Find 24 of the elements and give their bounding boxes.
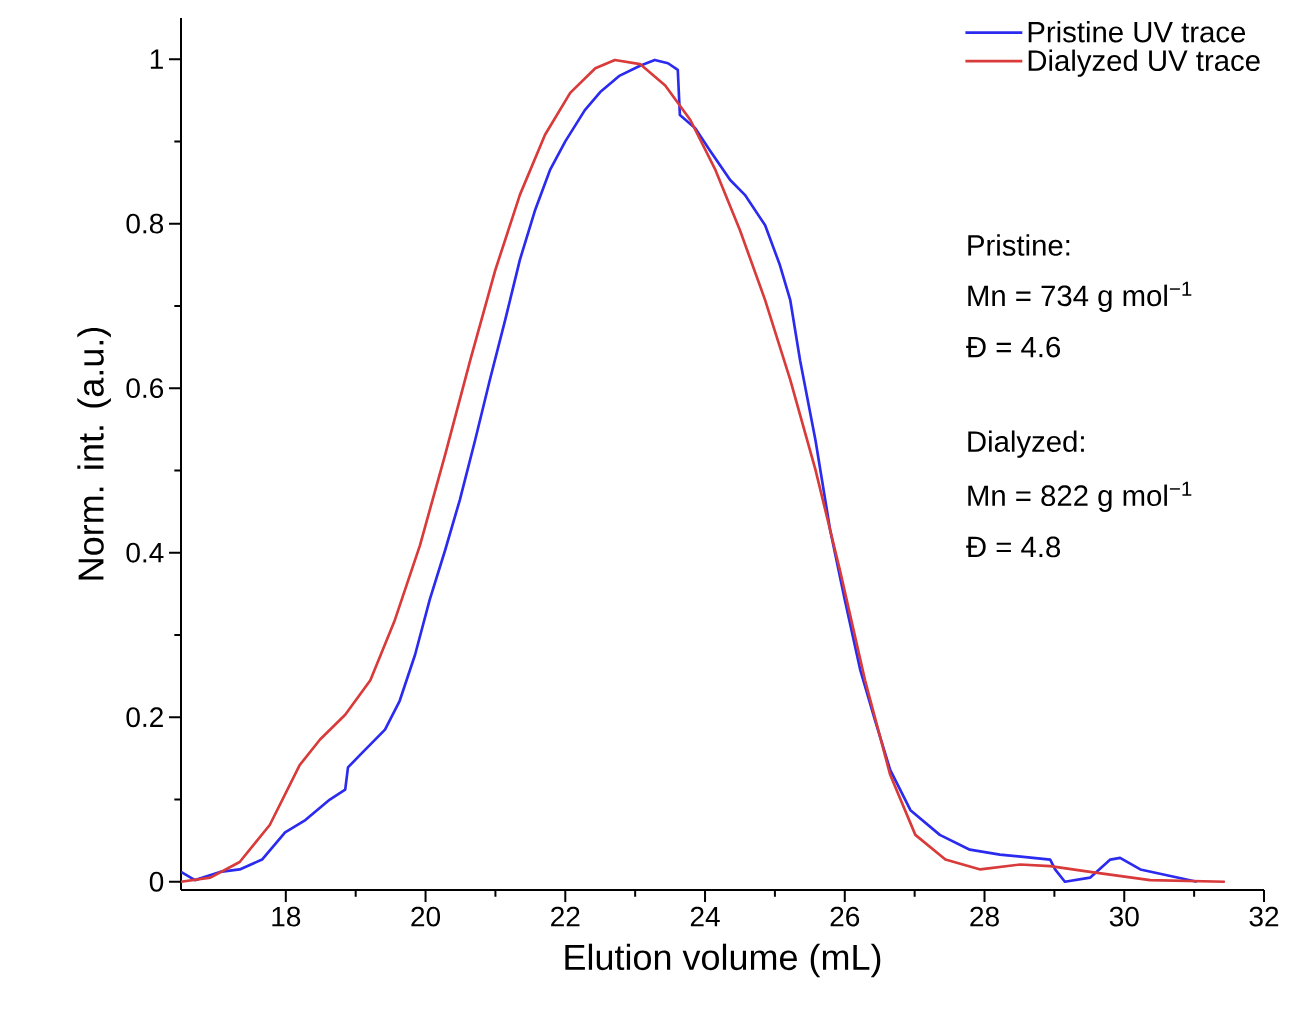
x-tick-label: 18 [272, 906, 301, 927]
legend-label: Pristine UV trace [1028, 20, 1246, 43]
legend-label: Dialyzed UV trace [1028, 49, 1260, 77]
annotation: Đ = 4.8 [966, 536, 1061, 558]
x-axis-title: Elution volume (mL) [565, 943, 881, 978]
annotation: Pristine: [968, 234, 1070, 256]
annotation: Đ = 4.6 [966, 336, 1061, 358]
y-tick-label: 0.2 [126, 707, 163, 728]
y-tick-label: 0 [149, 871, 164, 892]
x-tick-label: 30 [1109, 906, 1139, 927]
y-tick-label: 1 [150, 49, 163, 69]
x-tick-label: 24 [690, 906, 720, 927]
annotation: Dialyzed: [968, 430, 1084, 458]
annotation: Mn = 734 g mol$^{−1}$ [968, 281, 1192, 312]
x-tick-label: 22 [551, 906, 580, 927]
y-tick-label: 0.4 [126, 542, 164, 563]
x-tick-label: 32 [1249, 906, 1279, 927]
x-tick-label: 28 [970, 906, 999, 927]
annotation: Mn = 822 g mol$^{−1}$ [968, 481, 1192, 512]
y-axis-title: Norm. int. (a.u.) [77, 327, 111, 580]
y-tick-label: 0.8 [126, 213, 164, 234]
x-tick-label: 26 [830, 906, 860, 927]
y-tick-label: 0.6 [126, 378, 164, 399]
x-tick-label: 20 [411, 906, 441, 927]
